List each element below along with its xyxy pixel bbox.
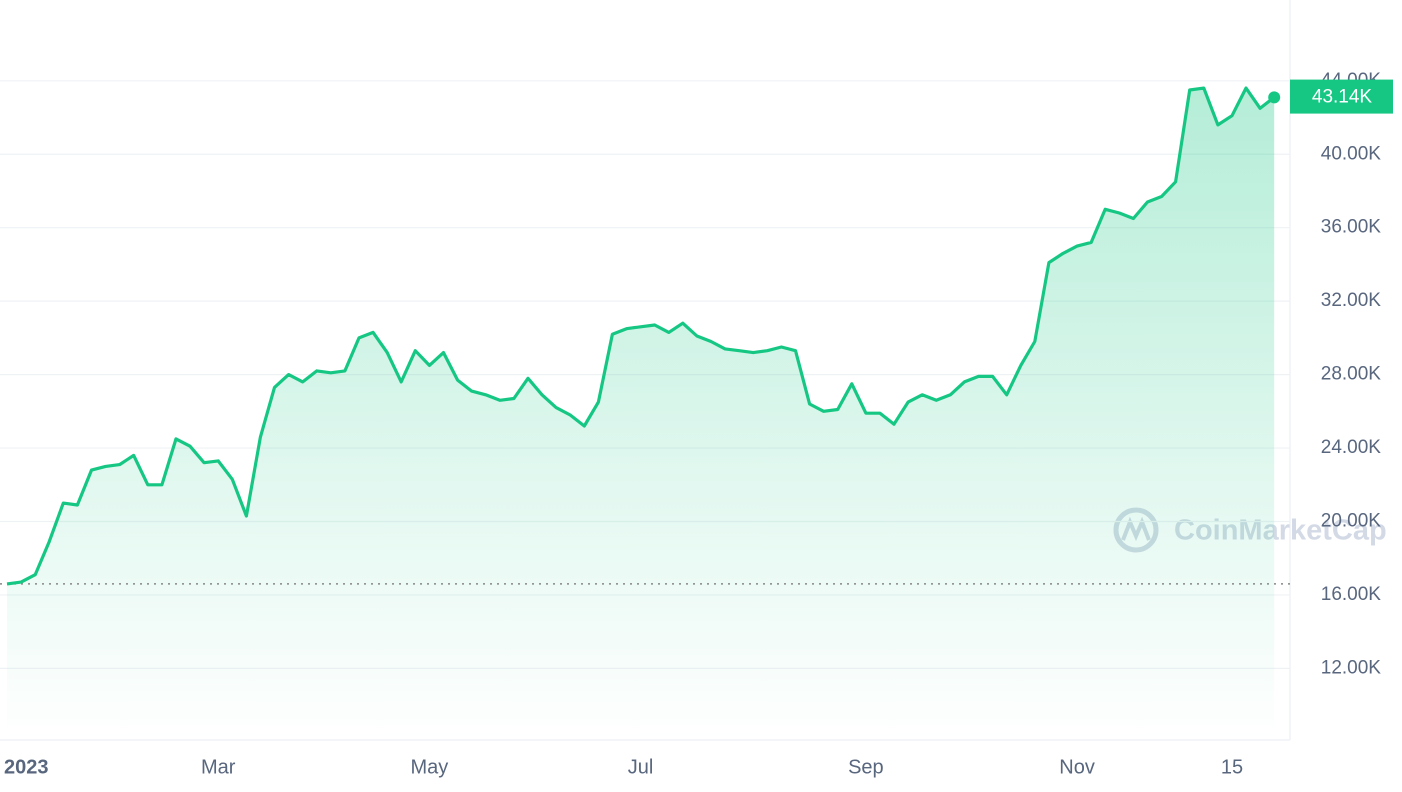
y-tick-label: 12.00K (1321, 657, 1382, 678)
last-point (1268, 91, 1281, 104)
area (7, 88, 1275, 741)
x-tick-label: Nov (1059, 756, 1095, 778)
x-tick-label: 15 (1221, 756, 1243, 778)
y-tick-label: 16.00K (1321, 584, 1382, 605)
y-tick-label: 20.00K (1321, 511, 1382, 532)
y-tick-label: 32.00K (1321, 290, 1382, 311)
price-tag-label: 43.14K (1312, 87, 1373, 108)
y-tick-label: 24.00K (1321, 437, 1382, 458)
x-tick-label: Jul (628, 756, 654, 778)
y-tick-label: 40.00K (1321, 143, 1382, 164)
y-tick-label: 28.00K (1321, 364, 1382, 385)
x-tick-label: May (411, 756, 449, 778)
x-tick-label: Mar (201, 756, 236, 778)
x-tick-label: Sep (848, 756, 884, 778)
x-tick-label: 2023 (4, 756, 49, 778)
y-tick-label: 36.00K (1321, 217, 1382, 238)
price-tag (1290, 79, 1393, 114)
price-line (6, 86, 1276, 586)
